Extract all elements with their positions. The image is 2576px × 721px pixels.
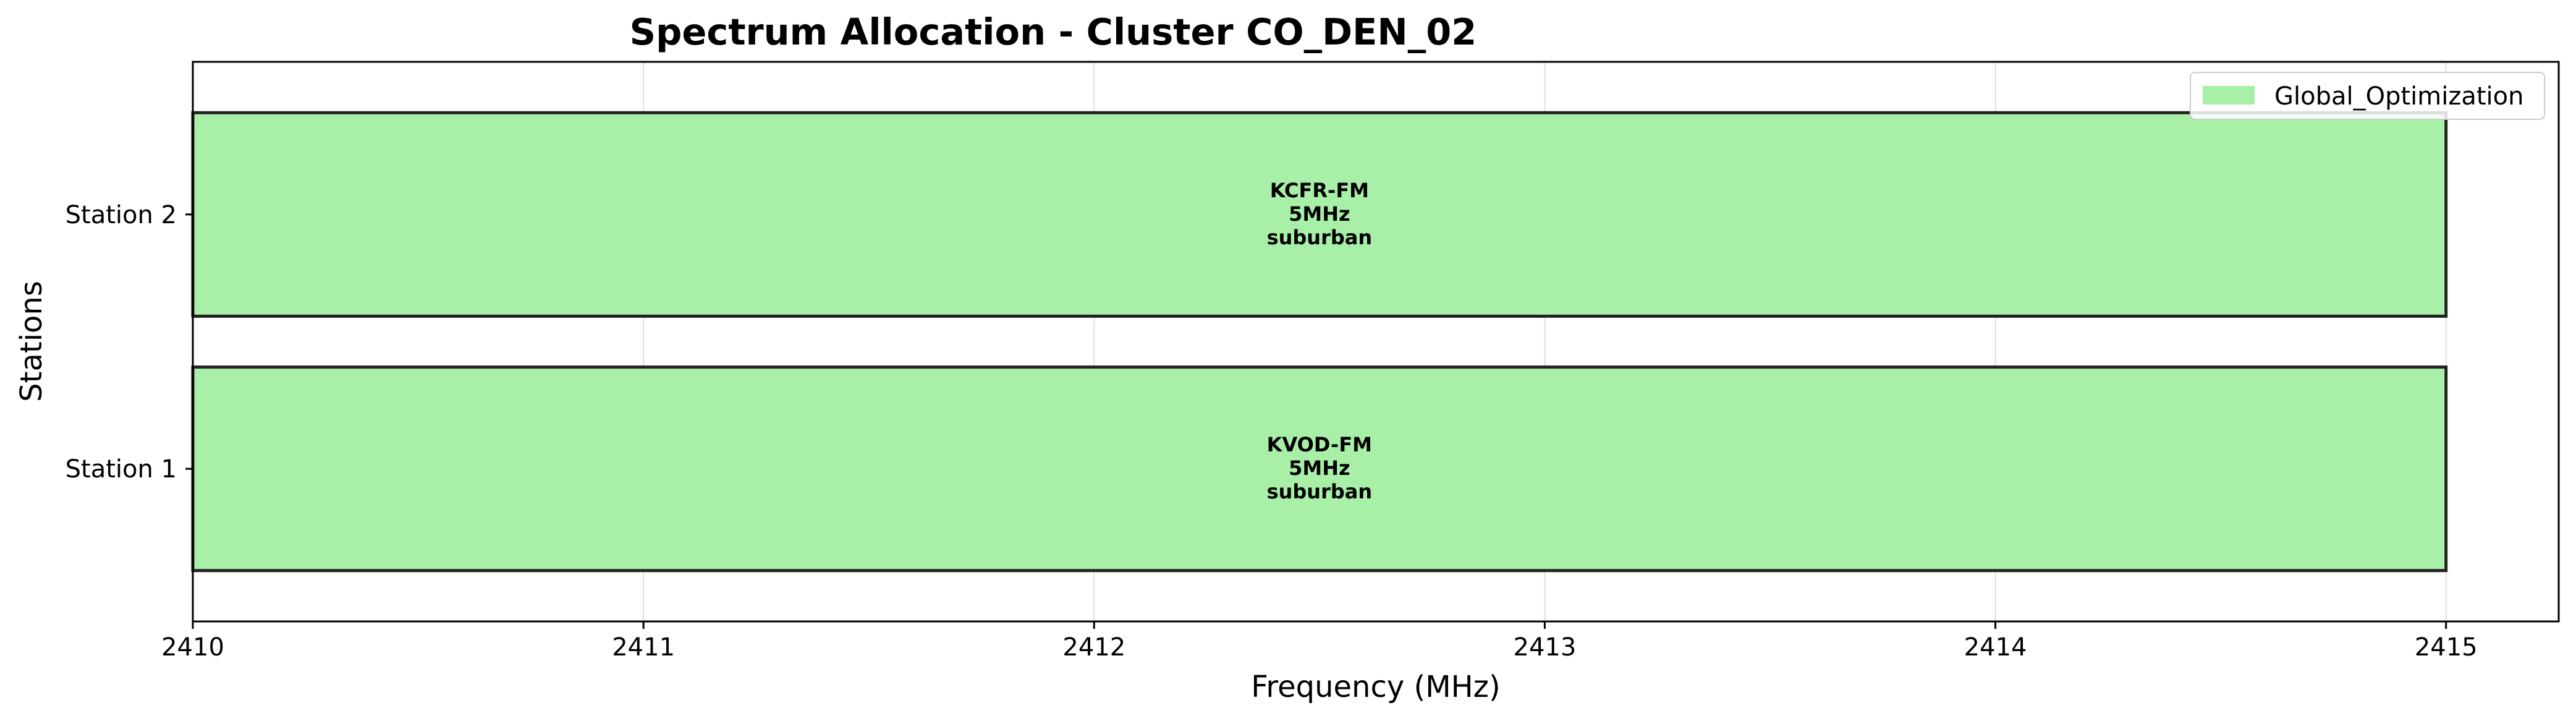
x-tick-label: 2413: [1514, 633, 1577, 662]
x-tick-label: 2411: [612, 633, 675, 662]
bar-label-line: 5MHz: [1289, 456, 1350, 480]
plot-frame: [192, 61, 2560, 623]
y-axis-ticks: Station 1 Station 2: [66, 201, 193, 484]
x-tick-label: 2412: [1062, 633, 1125, 662]
bar-station-2: [191, 111, 2448, 318]
x-axis-label: Frequency (MHz): [1251, 670, 1500, 704]
bar-label-line: KVOD-FM: [1267, 433, 1372, 456]
bar-label-line: 5MHz: [1289, 202, 1350, 226]
legend: Global_Optimization: [2190, 72, 2545, 120]
x-axis-ticks: 2410 2411 2412 2413 2414 2415: [161, 621, 2478, 662]
legend-swatch: [2203, 86, 2255, 105]
legend-box: [2190, 72, 2545, 120]
x-tick-label: 2410: [161, 633, 224, 662]
x-tick-label: 2415: [2415, 633, 2478, 662]
y-tick-label: Station 2: [66, 201, 177, 229]
bar-label-line: suburban: [1267, 480, 1373, 503]
chart-title: Spectrum Allocation - Cluster CO_DEN_02: [630, 11, 1477, 53]
y-tick-label: Station 1: [66, 455, 177, 484]
bar-station-1: [191, 365, 2448, 573]
bar-label-line: suburban: [1267, 226, 1373, 249]
x-tick-label: 2414: [1964, 633, 2027, 662]
y-axis-label: Stations: [14, 281, 49, 402]
bar-label-line: KCFR-FM: [1270, 179, 1369, 202]
legend-label: Global_Optimization: [2274, 82, 2523, 111]
